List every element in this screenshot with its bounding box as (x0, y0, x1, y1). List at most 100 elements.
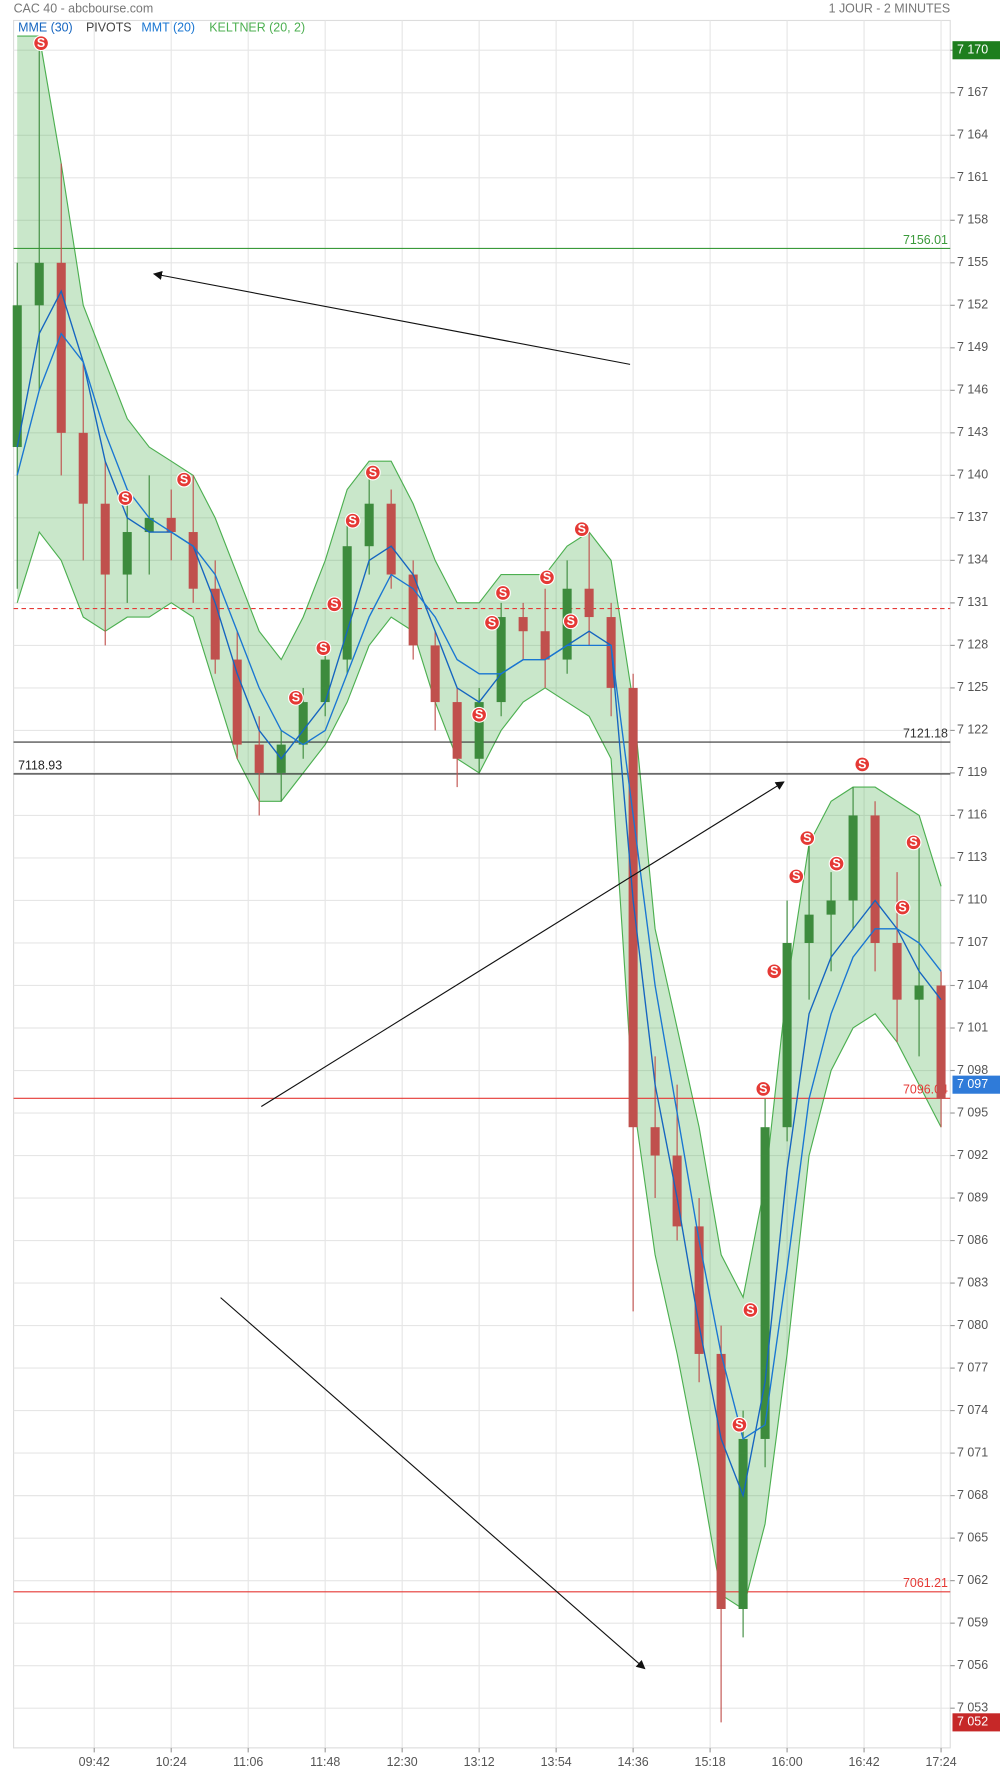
signal-marker (894, 899, 911, 916)
y-tick-label: 7 071 (957, 1445, 988, 1459)
y-tick-label: 7 152 (957, 298, 988, 312)
price-badge-label: 7 052 (957, 1715, 988, 1729)
y-tick-label: 7 056 (957, 1658, 988, 1672)
candle-body (100, 503, 110, 575)
x-tick-label: 12:30 (387, 1755, 418, 1769)
candle-body (892, 942, 902, 1000)
arrow (152, 270, 631, 365)
keltner-band (17, 36, 942, 1609)
plot-area: 7 053 7 056 7 059 7 062 7 065 7 068 7 071 7 074… (12, 19, 1000, 1769)
signal-marker (484, 614, 500, 631)
candle-body (914, 985, 924, 1000)
signal-marker (287, 689, 304, 706)
signal-marker (742, 1302, 759, 1318)
signal-marker (799, 830, 816, 847)
legend-entry: MMT (20) (141, 21, 195, 35)
y-tick-label: 7 113 (957, 850, 987, 864)
candle-body (826, 900, 836, 915)
plot-frame (13, 19, 951, 1749)
signal-marker (176, 471, 192, 488)
y-tick-label: 7 125 (957, 680, 988, 694)
y-tick-label: 7 053 (957, 1700, 988, 1714)
y-tick-label: 7 077 (957, 1360, 988, 1374)
legend-entry: PIVOTS (86, 21, 132, 35)
candle-body (804, 914, 814, 943)
y-tick-label: 7 131 (957, 595, 988, 609)
candle-body (936, 985, 946, 1099)
candle-body (210, 588, 220, 660)
y-tick-label: 7 134 (957, 553, 988, 567)
price-badge (952, 1075, 1000, 1094)
signal-marker (326, 596, 343, 613)
moving-average (16, 332, 942, 1441)
signal-label: S (330, 597, 338, 611)
candle-body (716, 1353, 726, 1609)
candle-body (540, 631, 550, 660)
y-tick-label: 7 059 (957, 1615, 988, 1629)
y-tick-label: 7 089 (957, 1190, 988, 1204)
x-tick-label: 14:36 (618, 1755, 649, 1769)
candle-body (78, 432, 88, 504)
y-tick-label: 7 137 (957, 510, 988, 524)
level-label: 7118.93 (18, 758, 62, 772)
signal-label: S (121, 491, 129, 505)
legend-entry: KELTNER (20, 2) (209, 21, 305, 35)
candle-body (166, 517, 176, 533)
y-tick-label: 7 119 (957, 765, 987, 779)
price-badge-label: 7 170 (957, 43, 988, 57)
candle-body (848, 815, 858, 901)
y-tick-label: 7 128 (957, 638, 988, 652)
y-tick-label: 7 086 (957, 1233, 988, 1247)
candle-body (430, 645, 440, 703)
signal-marker (495, 585, 511, 601)
signal-label: S (909, 835, 917, 849)
chart-title: CAC 40 - abcbourse.com (14, 1, 154, 15)
candle-body (232, 659, 242, 745)
y-tick-label: 7 110 (957, 893, 987, 907)
signal-marker (471, 706, 488, 723)
signal-label: S (37, 36, 45, 50)
arrow (220, 1297, 646, 1670)
signal-label: S (180, 472, 188, 486)
level-label: 7121.18 (903, 726, 948, 740)
signal-label: S (803, 831, 811, 845)
candle-body (364, 503, 374, 547)
signal-marker (573, 521, 590, 538)
candle-body (584, 588, 594, 618)
signal-label: S (567, 614, 575, 628)
signal-marker (755, 1081, 772, 1097)
y-tick-label: 7 080 (957, 1318, 988, 1332)
signal-marker (905, 834, 922, 851)
y-tick-label: 7 104 (957, 978, 988, 992)
candle-body (870, 815, 880, 943)
price-badge (952, 1713, 1000, 1732)
signal-marker (364, 464, 381, 481)
candle-body (782, 942, 792, 1128)
signal-marker (117, 490, 134, 506)
candle-body (386, 503, 396, 575)
signal-label: S (369, 465, 377, 479)
signal-marker (854, 756, 871, 773)
signal-label: S (499, 586, 507, 600)
signal-label: S (898, 900, 906, 914)
y-tick-label: 7 167 (957, 85, 988, 99)
y-tick-label: 7 062 (957, 1573, 988, 1587)
signal-marker (33, 35, 49, 52)
y-tick-label: 7 155 (957, 255, 988, 269)
annotation-arrows (152, 270, 785, 1670)
candle-body (672, 1155, 682, 1227)
signal-label: S (735, 1418, 743, 1432)
signal-marker (315, 640, 332, 657)
signal-label: S (578, 522, 586, 536)
price-badge (952, 41, 1000, 60)
x-tick-label: 16:00 (772, 1755, 803, 1769)
y-tick-label: 7 098 (957, 1063, 988, 1077)
signal-marker (344, 512, 361, 529)
x-tick-label: 13:12 (464, 1755, 495, 1769)
legend-entry: MME (30) (18, 21, 73, 35)
candle-body (518, 617, 528, 632)
candle-body (738, 1438, 748, 1609)
candle-body (298, 702, 308, 745)
y-tick-label: 7 164 (957, 128, 988, 142)
